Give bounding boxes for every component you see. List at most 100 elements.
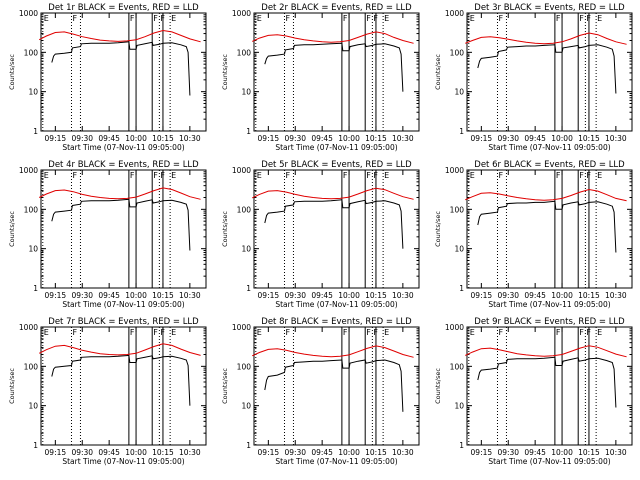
x-tick-label: 10:00 — [551, 448, 573, 457]
x-axis-label: Start Time (07-Nov-11 09:05:00) — [488, 143, 610, 152]
y-tick-label: 1000 — [445, 9, 464, 18]
marker-label: E — [470, 171, 475, 180]
marker-label: F — [556, 328, 561, 337]
marker-label: F — [285, 328, 290, 337]
y-tick-label: 1000 — [232, 323, 251, 332]
y-tick-label: 10 — [454, 245, 464, 254]
y-tick-label: 1 — [459, 284, 464, 293]
panel-title: Det 7r BLACK = Events, RED = LLD — [48, 317, 199, 327]
lld-series-line — [465, 32, 627, 45]
x-tick-label: 09:45 — [98, 134, 120, 143]
marker-label: F — [130, 328, 135, 337]
x-tick-label: 09:30 — [71, 291, 93, 300]
x-tick-label: 09:30 — [71, 448, 93, 457]
marker-label: F — [72, 14, 77, 23]
x-axis-label: Start Time (07-Nov-11 09:05:00) — [275, 143, 397, 152]
marker-label: F — [366, 14, 371, 23]
y-axis-label: Counts/sec — [221, 211, 229, 247]
y-axis-label: Counts/sec — [221, 54, 229, 90]
panel-title: Det 5r BLACK = Events, RED = LLD — [261, 160, 412, 170]
plot-frame — [253, 12, 420, 132]
x-tick-label: 10:30 — [392, 134, 414, 143]
events-series-line — [264, 199, 404, 249]
events-series-line — [477, 44, 617, 94]
x-tick-label: 09:45 — [524, 134, 546, 143]
x-tick-label: 10:15 — [152, 291, 174, 300]
x-tick-label: 09:30 — [284, 448, 306, 457]
y-axis-label: Counts/sec — [434, 54, 442, 90]
x-axis-label: Start Time (07-Nov-11 09:05:00) — [62, 143, 184, 152]
plot-frame — [253, 169, 420, 289]
marker-label: E — [470, 328, 475, 337]
x-axis-label: Start Time (07-Nov-11 09:05:00) — [488, 300, 610, 309]
y-tick-label: 10 — [241, 245, 251, 254]
y-axis-label: Counts/sec — [8, 368, 16, 404]
y-tick-label: 10 — [454, 402, 464, 411]
marker-label: E — [44, 14, 49, 23]
y-tick-label: 1000 — [232, 9, 251, 18]
x-tick-label: 10:30 — [392, 448, 414, 457]
marker-label: F — [153, 171, 158, 180]
y-axis-label: Counts/sec — [8, 54, 16, 90]
marker-label: F — [498, 328, 503, 337]
x-tick-label: 10:15 — [365, 448, 387, 457]
marker-label: F — [498, 14, 503, 23]
detector-panel-7: Det 7r BLACK = Events, RED = LLD 1 10 100 10… — [8, 317, 207, 466]
x-tick-label: 10:15 — [578, 448, 600, 457]
x-tick-label: 09:45 — [311, 291, 333, 300]
x-tick-label: 09:30 — [497, 448, 519, 457]
marker-label: F — [579, 328, 584, 337]
marker-label: F — [579, 14, 584, 23]
y-tick-label: 1000 — [19, 323, 38, 332]
y-tick-label: 1000 — [19, 9, 38, 18]
events-series-line — [51, 41, 191, 96]
y-axis-label: Counts/sec — [8, 211, 16, 247]
y-tick-label: 1 — [459, 441, 464, 450]
y-tick-label: 1000 — [232, 166, 251, 175]
x-tick-label: 09:15 — [471, 134, 493, 143]
detector-panel-6: Det 6r BLACK = Events, RED = LLD 1 10 100 10… — [434, 160, 633, 309]
y-tick-label: 100 — [237, 205, 252, 214]
marker-label: F — [130, 14, 135, 23]
marker-label: E — [171, 171, 176, 180]
detector-panel-4: Det 4r BLACK = Events, RED = LLD 1 10 100 10… — [8, 160, 207, 309]
x-tick-label: 09:45 — [311, 448, 333, 457]
marker-label: F — [366, 328, 371, 337]
detector-panel-2: Det 2r BLACK = Events, RED = LLD 1 10 100 10… — [221, 3, 420, 152]
marker-label: F — [556, 14, 561, 23]
y-tick-label: 10 — [241, 402, 251, 411]
x-tick-label: 10:30 — [605, 134, 627, 143]
panel-title: Det 4r BLACK = Events, RED = LLD — [48, 160, 199, 170]
x-tick-label: 09:45 — [524, 291, 546, 300]
x-tick-label: 10:00 — [551, 134, 573, 143]
marker-label: E — [257, 171, 262, 180]
y-tick-label: 1000 — [445, 323, 464, 332]
x-axis-label: Start Time (07-Nov-11 09:05:00) — [275, 457, 397, 466]
y-tick-label: 100 — [450, 362, 465, 371]
x-axis-label: Start Time (07-Nov-11 09:05:00) — [275, 300, 397, 309]
events-series-line — [477, 356, 617, 408]
panel-title: Det 2r BLACK = Events, RED = LLD — [261, 3, 412, 13]
x-tick-label: 09:15 — [471, 291, 493, 300]
y-tick-label: 100 — [24, 48, 39, 57]
detector-panel-8: Det 8r BLACK = Events, RED = LLD 1 10 100 10… — [221, 317, 420, 466]
x-tick-label: 09:45 — [524, 448, 546, 457]
lld-series-line — [38, 29, 201, 43]
marker-label: F — [130, 171, 135, 180]
x-tick-label: 09:30 — [71, 134, 93, 143]
x-tick-label: 10:30 — [179, 448, 201, 457]
marker-label: E — [44, 171, 49, 180]
panel-title: Det 9r BLACK = Events, RED = LLD — [474, 317, 625, 327]
marker-label: E — [384, 14, 389, 23]
x-tick-label: 09:15 — [258, 134, 280, 143]
plot-frame — [40, 169, 207, 289]
lld-series-line — [251, 187, 414, 200]
plot-frame — [253, 326, 420, 446]
plot-frame — [40, 326, 207, 446]
x-axis-label: Start Time (07-Nov-11 09:05:00) — [488, 457, 610, 466]
x-tick-label: 10:00 — [338, 448, 360, 457]
lld-series-line — [251, 345, 414, 358]
y-tick-label: 100 — [450, 48, 465, 57]
y-axis-label: Counts/sec — [434, 368, 442, 404]
